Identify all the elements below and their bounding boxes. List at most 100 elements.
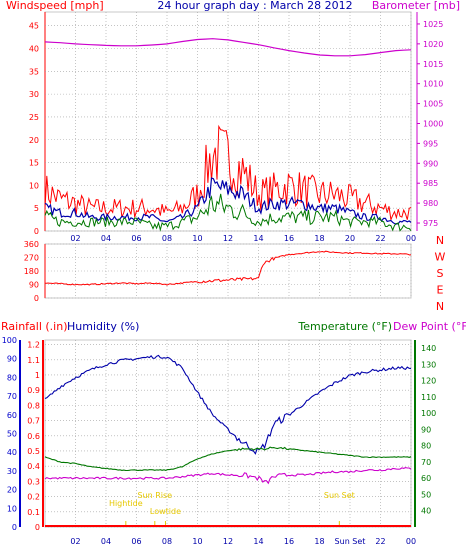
direction-tick-label: 270 — [24, 254, 39, 263]
barometer-tick-label: 975 — [423, 219, 438, 228]
temperature-tick-label: 140 — [421, 344, 436, 353]
barometer-tick-label: 985 — [423, 179, 438, 188]
barometer-tick-label: 980 — [423, 199, 438, 208]
chart-title: 24 hour graph day : March 28 2012 — [157, 0, 352, 12]
temperature-tick-label: 100 — [421, 409, 436, 418]
climate-x-tick-label: 14 — [253, 537, 263, 546]
windspeed-axis-label: Windspeed [mph] — [6, 0, 104, 12]
dewpoint-line — [44, 467, 412, 485]
rainfall-tick-label: 0.1 — [27, 508, 40, 517]
humidity-tick-label: 50 — [7, 430, 17, 439]
rainfall-tick-label: 0.6 — [27, 432, 40, 441]
temperature-tick-label: 130 — [421, 360, 436, 369]
wind-x-tick-label: 16 — [284, 234, 294, 243]
temperature-tick-label: 50 — [421, 490, 431, 499]
climate-x-tick-label: 18 — [314, 537, 324, 546]
humidity-tick-label: 20 — [7, 486, 17, 495]
climate-x-tick-label: 02 — [70, 537, 80, 546]
rainfall-axis-label: Rainfall (.in) — [1, 320, 68, 333]
rainfall-tick-label: 0.5 — [27, 447, 40, 456]
windspeed-avg-line — [44, 177, 412, 225]
compass-label: S — [437, 267, 444, 280]
wind-x-tick-label: 14 — [253, 234, 263, 243]
event-label: Sun Rise — [137, 491, 172, 500]
wind-x-tick-label: 08 — [162, 234, 172, 243]
compass-label: N — [436, 300, 444, 313]
wind-x-tick-label: 20 — [345, 234, 355, 243]
barometer-tick-label: 1000 — [423, 119, 443, 128]
direction-tick-label: 360 — [24, 240, 39, 249]
climate-x-tick-label: 22 — [375, 537, 385, 546]
barometer-tick-label: 1010 — [423, 80, 443, 89]
event-label: Sun Set — [324, 491, 355, 500]
compass-label: N — [436, 234, 444, 247]
temperature-tick-label: 70 — [421, 458, 431, 467]
climate-x-tick-label: 10 — [192, 537, 202, 546]
windspeed-min-line — [44, 193, 412, 232]
temperature-tick-label: 120 — [421, 377, 436, 386]
temperature-tick-label: 40 — [421, 507, 431, 516]
rainfall-tick-label: 0.7 — [27, 417, 40, 426]
compass-label: E — [437, 284, 444, 297]
barometer-tick-label: 1005 — [423, 100, 443, 109]
climate-x-tick-label: 16 — [284, 537, 294, 546]
windspeed-tick-label: 35 — [29, 67, 39, 76]
temperature-axis-label: Temperature (°F) — [297, 320, 392, 333]
humidity-tick-label: 60 — [7, 411, 17, 420]
dewpoint-axis-label: Dew Point (°F) — [393, 320, 466, 333]
temperature-line — [44, 446, 412, 472]
wind-x-tick-label: 10 — [192, 234, 202, 243]
wind-barometer-panel: 4540353025201510501025102010151010100510… — [29, 11, 443, 243]
windspeed-tick-label: 45 — [29, 22, 39, 31]
humidity-tick-label: 80 — [7, 373, 17, 382]
humidity-tick-label: 40 — [7, 448, 17, 457]
climate-x-tick-label: Sun Set — [335, 537, 366, 546]
windspeed-tick-label: 5 — [34, 204, 39, 213]
windspeed-tick-label: 20 — [29, 136, 39, 145]
wind-x-tick-label: 12 — [223, 234, 233, 243]
direction-tick-label: 180 — [24, 267, 39, 276]
wind-x-tick-label: 02 — [70, 234, 80, 243]
direction-tick-label: 90 — [29, 281, 39, 290]
windspeed-tick-label: 15 — [29, 159, 39, 168]
temperature-tick-label: 90 — [421, 425, 431, 434]
rainfall-tick-label: 0.2 — [27, 493, 40, 502]
humidity-tick-label: 100 — [2, 336, 17, 345]
rainfall-tick-label: 0 — [35, 523, 40, 532]
rainfall-tick-label: 1.1 — [27, 356, 40, 365]
rainfall-tick-label: 0.9 — [27, 386, 40, 395]
wind-direction-line — [45, 250, 412, 286]
barometer-tick-label: 995 — [423, 139, 438, 148]
climate-x-tick-label: 08 — [162, 537, 172, 546]
rainfall-tick-label: 0.4 — [27, 462, 40, 471]
barometer-axis-label: Barometer [mb] — [372, 0, 460, 12]
barometer-tick-label: 990 — [423, 159, 438, 168]
humidity-temperature-panel: 10090807060504030201001.21.110.90.80.70.… — [2, 336, 437, 546]
climate-x-tick-label: 00 — [406, 537, 416, 546]
wind-x-tick-label: 22 — [375, 234, 385, 243]
wind-x-tick-label: 04 — [101, 234, 111, 243]
climate-x-tick-label: 12 — [223, 537, 233, 546]
wind-x-tick-label: 18 — [314, 234, 324, 243]
barometer-tick-label: 1015 — [423, 60, 443, 69]
climate-x-tick-label: 06 — [131, 537, 141, 546]
humidity-axis-label: Humidity (%) — [67, 320, 139, 333]
rainfall-tick-label: 1.2 — [27, 341, 40, 350]
event-label: Lowtide — [150, 507, 181, 516]
humidity-tick-label: 30 — [7, 467, 17, 476]
humidity-tick-label: 90 — [7, 355, 17, 364]
humidity-tick-label: 10 — [7, 504, 17, 513]
wind-x-tick-label: 06 — [131, 234, 141, 243]
climate-x-tick-label: 04 — [101, 537, 111, 546]
rainfall-tick-label: 0.8 — [27, 401, 40, 410]
wind-x-tick-label: 00 — [406, 234, 416, 243]
windspeed-tick-label: 25 — [29, 113, 39, 122]
humidity-tick-label: 70 — [7, 392, 17, 401]
windspeed-gust-line — [44, 124, 412, 222]
windspeed-tick-label: 10 — [29, 181, 39, 190]
rainfall-tick-label: 0.3 — [27, 477, 40, 486]
barometer-tick-label: 1025 — [423, 20, 443, 29]
windspeed-tick-label: 40 — [29, 45, 39, 54]
